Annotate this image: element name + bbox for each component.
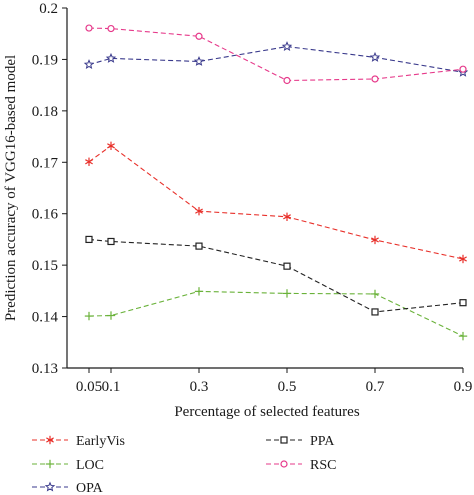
- series-layer: [83, 24, 469, 341]
- legend-item: PPA: [266, 434, 335, 449]
- series-line-ppa: [88, 238, 464, 313]
- x-tick-label: 0.3: [190, 379, 209, 395]
- data-point-earlyvis: [371, 235, 379, 245]
- data-point-earlyvis: [107, 141, 115, 151]
- data-point-rsc: [85, 24, 93, 32]
- data-point-loc: [194, 287, 204, 296]
- series-rsc: [85, 24, 467, 85]
- data-point-loc: [106, 311, 116, 320]
- legend-item: OPA: [32, 481, 104, 495]
- y-tick-label: 0.13: [32, 361, 58, 377]
- data-point-opa: [281, 41, 293, 52]
- y-tick-label: 0.19: [32, 52, 58, 68]
- axes: 0.13 0.14 0.15 0.16 0.17 0.18 0.19 0.2 0.05 0.1 0.…: [32, 1, 473, 395]
- data-point-rsc: [371, 75, 379, 83]
- legend-marker: [44, 481, 56, 492]
- series-line-opa: [88, 46, 464, 73]
- legend-marker: [46, 435, 54, 445]
- legend-marker: [280, 460, 288, 468]
- data-point-opa: [193, 56, 205, 66]
- data-point-earlyvis: [195, 206, 203, 216]
- data-point-earlyvis: [459, 254, 467, 264]
- legend-label: EarlyVis: [76, 434, 125, 449]
- series-earlyvis: [85, 141, 467, 264]
- legend-item: EarlyVis: [32, 434, 125, 449]
- series-line-earlyvis: [88, 145, 464, 260]
- y-tick-label: 0.17: [32, 155, 59, 171]
- y-tick-label: 0.18: [32, 104, 58, 120]
- y-axis-title: Prediction accuracy of VGG16-based model: [3, 55, 19, 321]
- series-loc: [84, 287, 468, 341]
- data-point-ppa: [459, 299, 467, 307]
- series-line-rsc: [88, 27, 464, 82]
- x-tick-label: 0.9: [454, 379, 473, 395]
- series-ppa: [85, 235, 467, 316]
- legend-item: RSC: [266, 458, 336, 473]
- y-tick-label: 0.14: [32, 310, 59, 326]
- data-point-opa: [83, 59, 95, 70]
- data-point-ppa: [107, 237, 115, 246]
- data-point-rsc: [195, 32, 203, 40]
- series-line-loc: [88, 290, 464, 337]
- legend-marker: [280, 436, 288, 444]
- data-point-loc: [370, 289, 380, 299]
- data-point-ppa: [85, 235, 93, 244]
- data-point-ppa: [283, 262, 291, 270]
- data-point-earlyvis: [283, 212, 291, 221]
- data-point-ppa: [195, 242, 203, 250]
- data-point-rsc: [459, 65, 467, 73]
- legend-label: LOC: [76, 458, 104, 473]
- x-tick-label: 0.05: [76, 379, 102, 395]
- data-point-rsc: [283, 76, 291, 85]
- legend: EarlyVis LOC OPA PPA RSC: [32, 434, 336, 495]
- data-point-rsc: [107, 24, 115, 33]
- x-tick-label: 0.1: [102, 379, 121, 395]
- data-point-opa: [105, 52, 117, 63]
- x-axis-title: Percentage of selected features: [174, 404, 359, 420]
- data-point-earlyvis: [85, 157, 93, 166]
- data-point-ppa: [371, 308, 379, 316]
- legend-label: OPA: [76, 481, 104, 495]
- series-opa: [83, 41, 469, 77]
- x-tick-label: 0.7: [366, 379, 385, 395]
- legend-marker: [45, 459, 55, 469]
- y-tick-label: 0.2: [39, 1, 58, 17]
- legend-label: RSC: [310, 458, 336, 473]
- data-point-loc: [282, 289, 292, 298]
- legend-label: PPA: [310, 434, 335, 449]
- data-point-loc: [84, 311, 94, 321]
- legend-item: LOC: [32, 458, 104, 473]
- y-tick-label: 0.16: [32, 207, 59, 223]
- y-tick-label: 0.15: [32, 258, 58, 274]
- data-point-loc: [458, 331, 468, 341]
- x-tick-label: 0.5: [278, 379, 297, 395]
- data-point-opa: [369, 51, 381, 62]
